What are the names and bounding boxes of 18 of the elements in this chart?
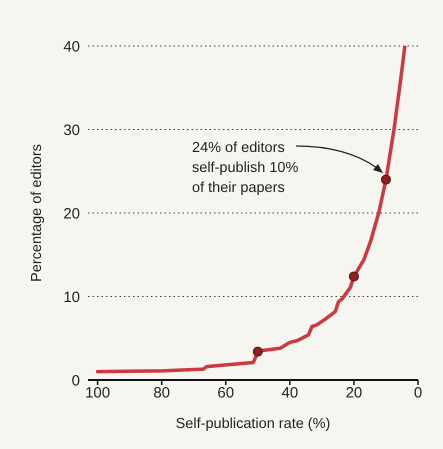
x-tick-label: 40: [282, 384, 298, 402]
y-tick-label: 10: [63, 288, 80, 306]
x-tick-label: 80: [153, 384, 170, 402]
line-series: [96, 46, 407, 374]
y-tick-label: 20: [63, 205, 80, 222]
x-tick-label: 20: [346, 384, 362, 402]
annotation: 24% of editors self-publish 10% of their papers: [192, 140, 298, 196]
y-axis-title: Percentage of editors: [29, 144, 46, 282]
x-tick-label: 60: [217, 384, 234, 402]
point: [380, 174, 391, 185]
y-tick-label: 40: [63, 38, 80, 56]
point: [348, 271, 359, 282]
x-tick-label: 100: [85, 384, 110, 402]
y-tick-label: 0: [72, 372, 80, 390]
x-axis-title: Self-publication rate (%): [176, 416, 330, 432]
x-tick-label: 0: [414, 384, 422, 402]
point: [252, 346, 263, 357]
y-tick-label: 30: [63, 122, 80, 139]
